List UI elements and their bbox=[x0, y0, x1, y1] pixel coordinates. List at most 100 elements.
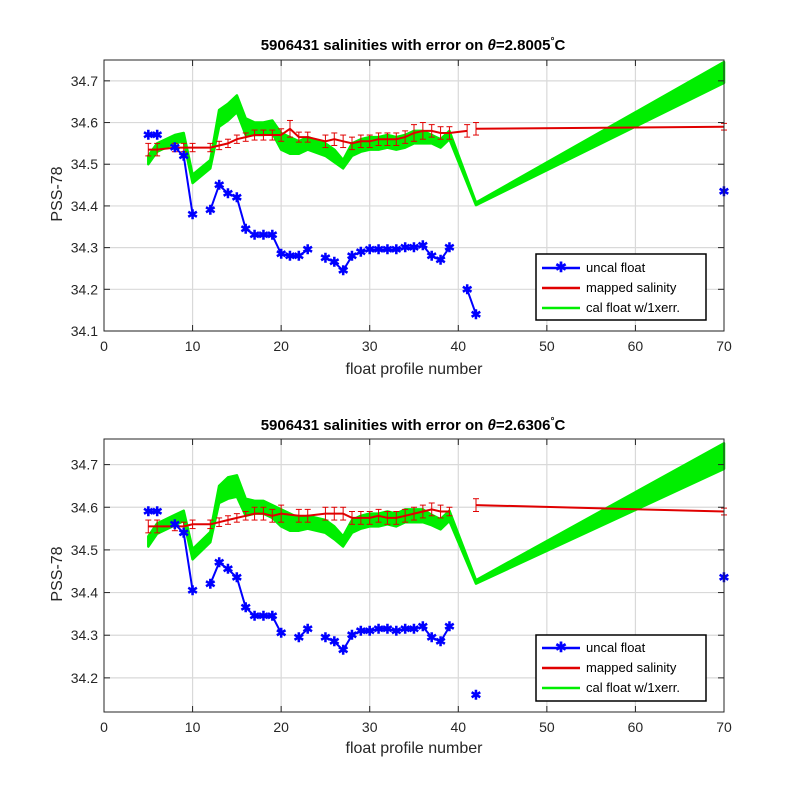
legend-cal-label: cal float w/1xerr. bbox=[586, 680, 680, 695]
uncal-float-point: ✱ bbox=[444, 240, 455, 255]
x-tick-label: 10 bbox=[185, 338, 201, 354]
uncal-float-line bbox=[174, 523, 194, 591]
uncal-float-point: ✱ bbox=[355, 623, 366, 638]
uncal-float-line bbox=[466, 288, 477, 315]
uncal-float-point: ✱ bbox=[329, 634, 340, 649]
uncal-float-point: ✱ bbox=[338, 263, 349, 278]
y-axis-label: PSS-78 bbox=[49, 166, 66, 221]
uncal-float-point: ✱ bbox=[320, 630, 331, 645]
uncal-float-point: ✱ bbox=[258, 228, 269, 243]
uncal-float-point: ✱ bbox=[285, 248, 296, 263]
x-tick-label: 30 bbox=[362, 338, 378, 354]
subplot-1: 5906431 salinities with error on θ=2.800… bbox=[49, 36, 732, 378]
uncal-float-line bbox=[324, 625, 451, 652]
legend-uncal-marker: ✱ bbox=[555, 639, 567, 655]
y-tick-label: 34.7 bbox=[71, 457, 98, 473]
uncal-float-point: ✱ bbox=[364, 242, 375, 257]
y-tick-label: 34.6 bbox=[71, 499, 98, 515]
uncal-float-point: ✱ bbox=[417, 238, 428, 253]
data-layer: ✱✱✱✱✱ ✱✱✱✱✱✱✱✱✱ ✱✱✱✱✱✱✱✱✱✱✱✱✱✱✱✱✱✱✱ bbox=[143, 442, 730, 702]
uncal-float-point: ✱ bbox=[240, 600, 251, 615]
uncal-float-point: ✱ bbox=[347, 628, 358, 643]
uncal-float-point: ✱ bbox=[302, 621, 313, 636]
uncal-float-point: ✱ bbox=[293, 248, 304, 263]
uncal-float-point: ✱ bbox=[382, 621, 393, 636]
x-tick-label: 50 bbox=[539, 719, 555, 735]
uncal-float-point: ✱ bbox=[205, 203, 216, 218]
x-tick-label: 0 bbox=[100, 338, 108, 354]
x-tick-label: 30 bbox=[362, 719, 378, 735]
uncal-float-point: ✱ bbox=[435, 634, 446, 649]
uncal-float-point: ✱ bbox=[178, 148, 189, 163]
axes-box bbox=[103, 438, 725, 713]
uncal-float-line bbox=[209, 561, 282, 634]
uncal-float-point: ✱ bbox=[320, 251, 331, 266]
uncal-float-point: ✱ bbox=[267, 609, 278, 624]
x-tick-label: 60 bbox=[628, 338, 644, 354]
uncal-float-point: ✱ bbox=[373, 242, 384, 257]
x-tick-label: 40 bbox=[450, 338, 466, 354]
uncal-float-point: ✱ bbox=[426, 248, 437, 263]
uncal-float-point: ✱ bbox=[347, 248, 358, 263]
uncal-float-point: ✱ bbox=[231, 570, 242, 585]
uncal-float-point: ✱ bbox=[231, 190, 242, 205]
uncal-float-point: ✱ bbox=[409, 621, 420, 636]
title-theta: θ bbox=[487, 37, 496, 54]
y-tick-label: 34.4 bbox=[71, 198, 98, 214]
x-tick-label: 20 bbox=[273, 338, 289, 354]
y-tick-label: 34.3 bbox=[71, 627, 98, 643]
uncal-float-point: ✱ bbox=[417, 619, 428, 634]
uncal-float-point: ✱ bbox=[223, 186, 234, 201]
uncal-float-point: ✱ bbox=[338, 643, 349, 658]
title-value: =2.6306 bbox=[496, 417, 551, 434]
uncal-float-point: ✱ bbox=[187, 583, 198, 598]
mapped-salinity-line bbox=[475, 125, 725, 130]
chart-title: 5906431 salinities with error on θ=2.630… bbox=[261, 416, 566, 434]
y-tick-label: 34.6 bbox=[71, 115, 98, 131]
y-tick-label: 34.3 bbox=[71, 240, 98, 256]
legend-uncal-label: uncal float bbox=[586, 260, 646, 275]
title-prefix: 5906431 salinities with error on bbox=[261, 417, 488, 434]
chart-title: 5906431 salinities with error on θ=2.800… bbox=[261, 36, 566, 54]
uncal-float-point: ✱ bbox=[355, 244, 366, 259]
uncal-float-point: ✱ bbox=[267, 228, 278, 243]
y-tick-label: 34.4 bbox=[71, 585, 98, 601]
data-layer: ✱✱✱✱✱ ✱✱✱✱✱✱✱✱✱✱✱✱✱✱✱✱✱✱✱✱✱✱✱✱✱✱✱✱✱✱ bbox=[143, 60, 730, 322]
x-axis-label: float profile number bbox=[346, 740, 484, 757]
uncal-float-point: ✱ bbox=[223, 562, 234, 577]
y-tick-label: 34.2 bbox=[71, 670, 98, 686]
title-theta: θ bbox=[487, 417, 496, 434]
uncal-float-point: ✱ bbox=[302, 242, 313, 257]
legend-mapped-label: mapped salinity bbox=[586, 280, 677, 295]
uncal-float-point: ✱ bbox=[462, 282, 473, 297]
uncal-float-point: ✱ bbox=[214, 555, 225, 570]
uncal-float-point: ✱ bbox=[435, 253, 446, 268]
x-tick-label: 70 bbox=[716, 719, 732, 735]
uncal-float-line bbox=[324, 244, 451, 273]
uncal-float-point: ✱ bbox=[143, 504, 154, 519]
uncal-float-point: ✱ bbox=[143, 128, 154, 143]
title-value: =2.8005 bbox=[496, 37, 551, 54]
legend-uncal-marker: ✱ bbox=[555, 259, 567, 275]
x-tick-label: 20 bbox=[273, 719, 289, 735]
uncal-float-point: ✱ bbox=[169, 517, 180, 532]
uncal-float-point: ✱ bbox=[471, 307, 482, 322]
uncal-float-point: ✱ bbox=[240, 221, 251, 236]
uncal-float-point: ✱ bbox=[249, 609, 260, 624]
y-tick-label: 34.5 bbox=[71, 542, 98, 558]
uncal-float-point: ✱ bbox=[400, 621, 411, 636]
title-degree: ° bbox=[550, 416, 554, 427]
legend-cal-label: cal float w/1xerr. bbox=[586, 300, 680, 315]
uncal-float-point: ✱ bbox=[400, 240, 411, 255]
x-tick-label: 50 bbox=[539, 338, 555, 354]
x-tick-label: 70 bbox=[716, 338, 732, 354]
legend-uncal-label: uncal float bbox=[586, 640, 646, 655]
uncal-float-point: ✱ bbox=[214, 178, 225, 193]
legend-mapped-label: mapped salinity bbox=[586, 660, 677, 675]
y-tick-label: 34.7 bbox=[71, 73, 98, 89]
uncal-float-point: ✱ bbox=[382, 242, 393, 257]
title-unit: C bbox=[554, 417, 565, 434]
uncal-float-point: ✱ bbox=[391, 242, 402, 257]
uncal-float-point: ✱ bbox=[293, 630, 304, 645]
subplot-2: 5906431 salinities with error on θ=2.630… bbox=[49, 416, 732, 757]
